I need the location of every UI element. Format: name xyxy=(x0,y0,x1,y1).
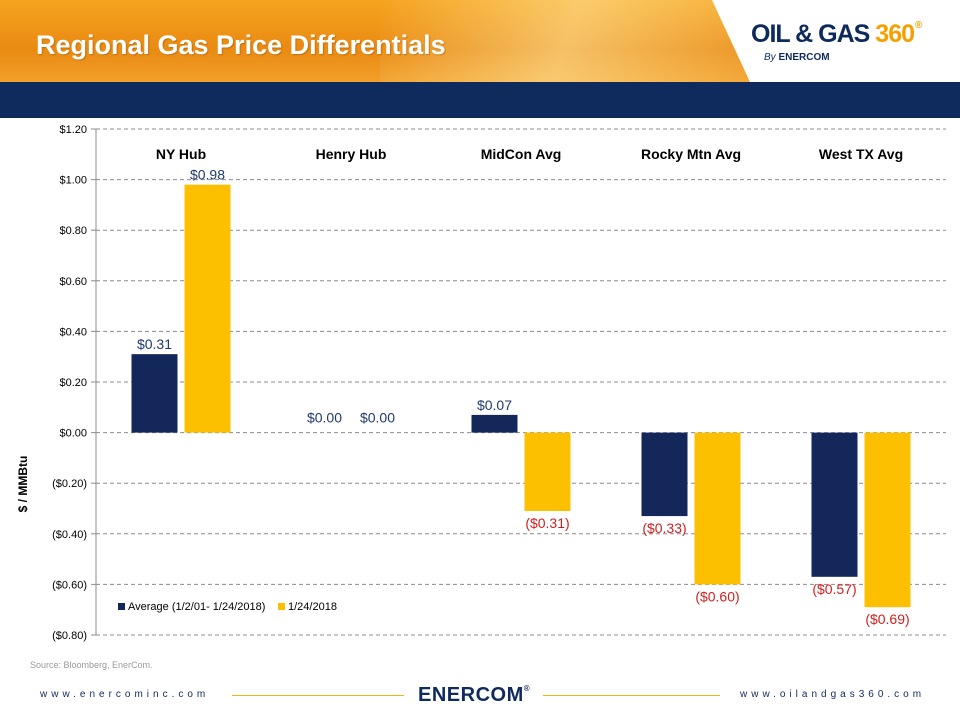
data-label: $0.07 xyxy=(477,397,512,413)
bar-average xyxy=(131,354,178,433)
footer-registered-mark: ® xyxy=(523,684,531,693)
legend-swatch xyxy=(278,603,285,610)
data-label: ($0.57) xyxy=(812,581,856,597)
data-label: $0.98 xyxy=(190,167,225,183)
legend-swatch xyxy=(118,603,125,610)
data-label: ($0.31) xyxy=(525,515,569,531)
bar-current xyxy=(524,432,571,512)
bar-average xyxy=(811,432,858,577)
logo-brand: ENERCOM xyxy=(778,52,830,63)
y-axis-label: $ / MMBtu xyxy=(16,456,30,513)
header-banner: Regional Gas Price Differentials OIL & G… xyxy=(0,0,960,82)
source-note: Source: Bloomberg, EnerCom. xyxy=(30,660,153,670)
y-tick-label: ($0.40) xyxy=(52,529,87,541)
legend-entry: Average (1/2/01- 1/24/2018) xyxy=(128,601,265,613)
logo-registered-mark: ® xyxy=(915,20,923,31)
legend-entry: 1/24/2018 xyxy=(288,601,337,613)
bar-current xyxy=(694,432,741,585)
y-tick-label: ($0.80) xyxy=(52,630,87,642)
data-label: ($0.69) xyxy=(865,611,909,627)
category-label: MidCon Avg xyxy=(481,146,562,162)
footer-brand-text: ENERCOM xyxy=(418,684,524,706)
data-label: ($0.60) xyxy=(695,588,739,604)
y-tick-label: $0.40 xyxy=(59,326,87,338)
category-label: Henry Hub xyxy=(316,146,387,162)
logo-by: By xyxy=(764,52,776,63)
y-tick-label: $0.20 xyxy=(59,377,87,389)
logo-plate xyxy=(712,0,960,82)
footer-divider-right xyxy=(543,695,720,696)
y-tick-label: $0.00 xyxy=(59,428,87,440)
y-tick-label: $0.80 xyxy=(59,225,87,237)
data-label: $0.00 xyxy=(360,410,395,426)
logo-360: 360 xyxy=(875,20,915,48)
footer-link-oilandgas360[interactable]: www.oilandgas360.com xyxy=(740,689,926,700)
footer-divider-left xyxy=(232,695,404,696)
data-label: $0.31 xyxy=(137,336,172,352)
category-label: West TX Avg xyxy=(819,146,903,162)
bar-current xyxy=(864,432,911,608)
enercom-logo: ENERCOM® xyxy=(418,684,530,707)
navy-band xyxy=(0,82,960,118)
data-label: $0.00 xyxy=(307,410,342,426)
bar-current xyxy=(184,184,231,433)
y-tick-label: $0.60 xyxy=(59,276,87,288)
y-tick-label: ($0.20) xyxy=(52,478,87,490)
bar-average xyxy=(471,414,518,433)
category-label: NY Hub xyxy=(156,146,206,162)
page-title: Regional Gas Price Differentials xyxy=(36,30,446,60)
y-tick-label: ($0.60) xyxy=(52,579,87,591)
footer-link-enercominc[interactable]: www.enercominc.com xyxy=(40,689,210,700)
y-tick-label: $1.20 xyxy=(59,124,87,136)
y-tick-label: $1.00 xyxy=(59,175,87,187)
bar-chart: $ / MMBtu $1.20 $1.00 $0.80 $0.60 $0.40 $0.20… xyxy=(16,124,946,642)
logo-text: OIL & GAS xyxy=(751,20,870,48)
data-label: ($0.33) xyxy=(642,520,686,536)
oilandgas360-logo: OIL & GAS 360® xyxy=(751,20,922,49)
bar-average xyxy=(641,432,688,517)
logo-byline: By ENERCOM xyxy=(764,52,830,63)
category-label: Rocky Mtn Avg xyxy=(641,146,741,162)
